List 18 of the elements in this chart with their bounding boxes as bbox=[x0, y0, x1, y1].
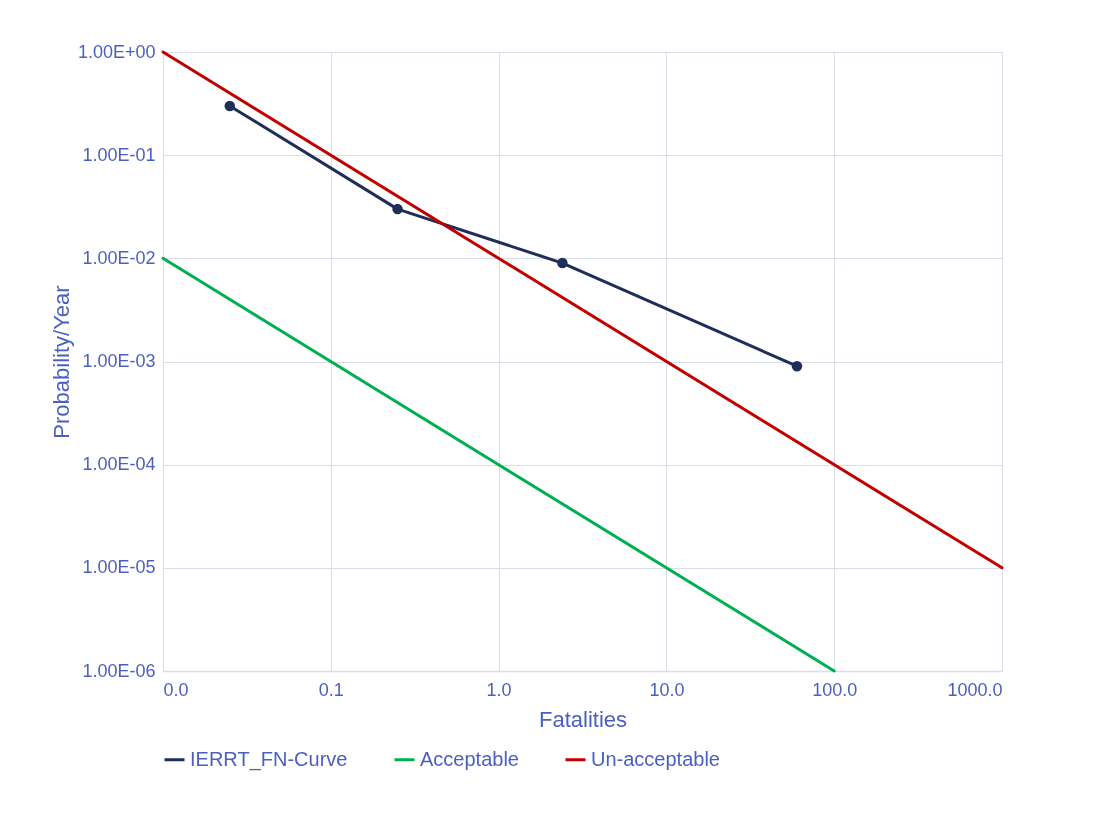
x-tick-label: 0.0 bbox=[163, 679, 189, 700]
x-tick-label: 1.0 bbox=[486, 679, 512, 700]
x-tick-label: 0.1 bbox=[318, 679, 344, 700]
y-tick-label: 1.00E-03 bbox=[82, 351, 156, 371]
y-tick-label: 1.00E-06 bbox=[82, 660, 156, 681]
legend-label: Acceptable bbox=[420, 747, 519, 770]
y-tick-label: 1.00E+00 bbox=[77, 41, 156, 62]
x-tick-label: 1000.0 bbox=[947, 679, 1003, 700]
x-axis-title: Fatalities bbox=[538, 706, 628, 732]
legend-label: IERRT_FN-Curve bbox=[190, 747, 348, 771]
y-axis-title: Probability/Year bbox=[48, 285, 74, 439]
y-tick-label: 1.00E-04 bbox=[82, 454, 156, 475]
legend-label: Un-acceptable bbox=[591, 747, 720, 770]
y-tick-label: 1.00E-05 bbox=[82, 557, 156, 578]
x-tick-label: 10.0 bbox=[649, 679, 685, 700]
x-tick-label: 100.0 bbox=[812, 679, 858, 700]
y-tick-label: 1.00E-02 bbox=[82, 247, 156, 268]
y-tick-label: 1.00E-01 bbox=[82, 144, 156, 165]
